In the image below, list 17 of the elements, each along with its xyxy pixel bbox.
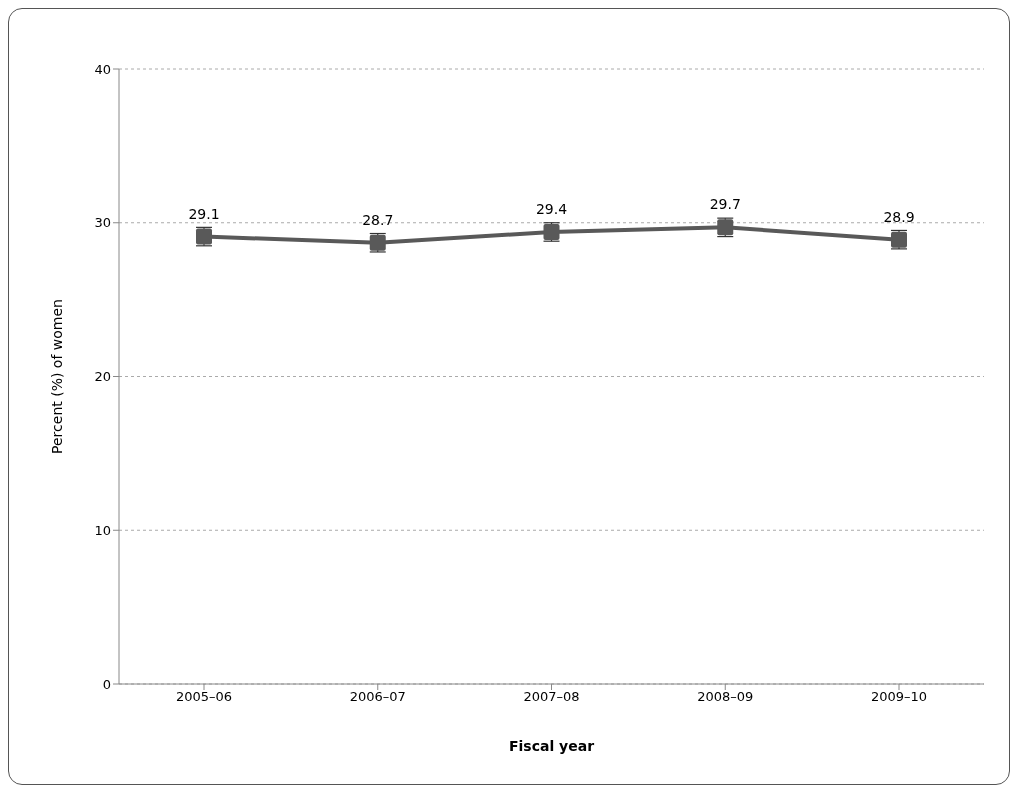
y-tick-label: 30 <box>94 215 111 231</box>
y-tick-label: 10 <box>94 522 111 538</box>
x-tick-label: 2006–07 <box>349 689 406 705</box>
data-label: 29.7 <box>709 196 741 213</box>
data-label: 29.1 <box>188 205 220 222</box>
data-label: 28.9 <box>883 208 915 225</box>
x-axis-title: Fiscal year <box>508 738 595 754</box>
y-axis-title: Percent (%) of women <box>48 299 65 454</box>
data-label: 28.7 <box>362 211 394 228</box>
x-tick-label: 2005–06 <box>175 689 233 705</box>
y-tick-label: 40 <box>94 61 111 77</box>
data-label: 29.4 <box>535 200 568 217</box>
y-tick-label: 20 <box>94 369 111 385</box>
y-tick-label: 0 <box>102 676 111 692</box>
x-tick-label: 2007–08 <box>523 689 580 705</box>
x-tick-label: 2008–09 <box>697 689 754 705</box>
x-tick-label: 2009–10 <box>870 689 928 705</box>
